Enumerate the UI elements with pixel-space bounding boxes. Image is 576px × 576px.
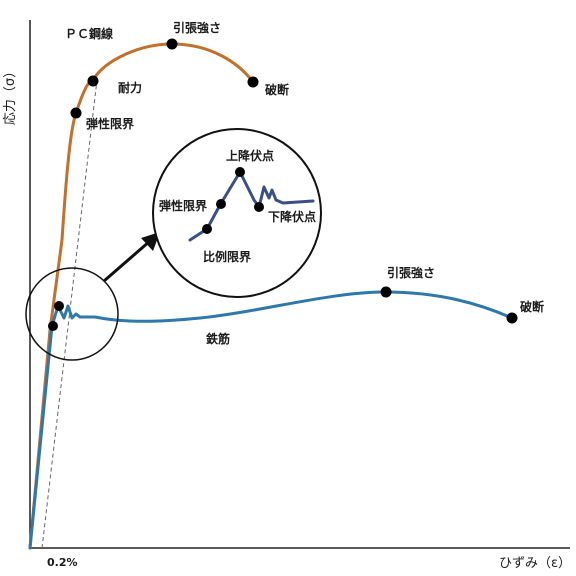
rebar-fracture-label: 破断 [520,299,544,314]
inset-proportional-marker [202,224,212,234]
pc-fracture-label: 破断 [265,82,289,97]
inset-circle [152,128,322,298]
zoom-arrow-head [141,232,160,251]
rebar-tensile-marker [380,286,392,298]
zoom-circle [25,267,119,361]
rebar-fracture-marker [506,312,518,324]
offset-line [41,79,98,549]
rebar-name: 鉄筋 [206,331,230,346]
pc-elastic-limit-marker [70,107,82,119]
pc-elastic-limit-label: 弾性限界 [86,116,134,131]
offset-strain-label: 0.2% [47,556,78,569]
pc-tensile-marker [166,38,178,50]
rebar-tensile-label: 引張強さ [387,265,435,280]
zoom-arrow [103,239,151,283]
pc-tensile-label: 引張強さ [173,20,221,35]
inset-upper-yield-marker [235,167,245,177]
inset-elastic-limit-label: 弾性限界 [159,198,207,213]
inset-proportional-label: 比例限界 [203,249,251,264]
pc-wire-name: ＰＣ鋼線 [65,26,113,41]
rebar-curve [28,290,514,550]
inset-elastic-marker [216,199,226,209]
inset-lower-yield-marker [254,202,264,212]
pc-yield-marker [87,75,99,87]
inset-upper-yield-label: 上降伏点 [226,148,274,163]
inset-lower-yield-label: 下降伏点 [268,209,316,224]
pc-fracture-marker [247,76,259,88]
inset-curve [188,170,315,242]
rebar-elastic-marker [54,301,64,311]
rebar-proportional-marker [48,321,58,331]
pc-yield-label: 耐力 [118,80,142,95]
y-axis-label: 応力（σ） [3,65,18,125]
x-axis-label: ひずみ（ε） [499,556,571,571]
